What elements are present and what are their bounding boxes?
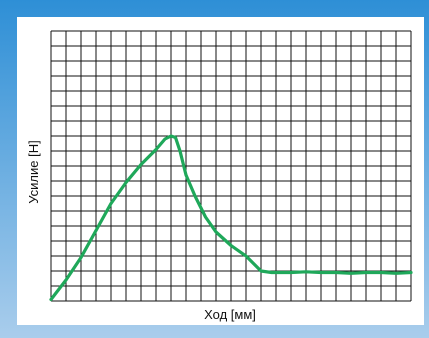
grid [50,30,412,302]
y-axis-title: Усилие [Н] [26,140,41,203]
series-line [49,134,413,302]
x-axis-title: Ход [мм] [204,307,256,322]
